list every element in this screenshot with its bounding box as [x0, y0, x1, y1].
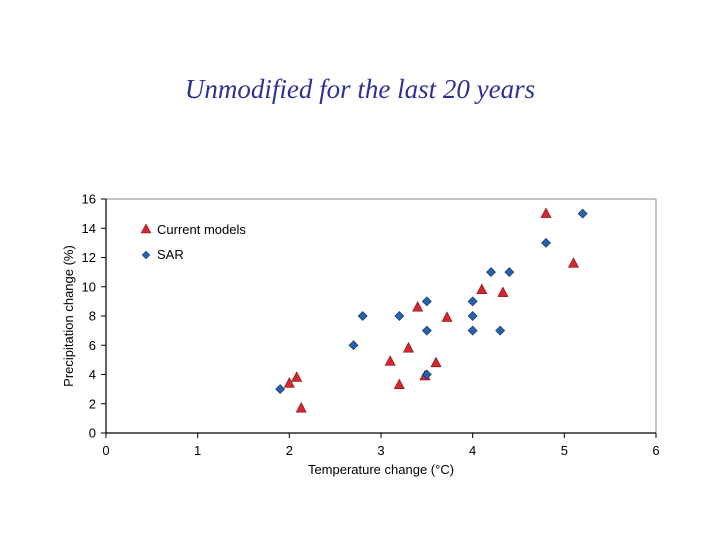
y-tick-label: 4	[89, 367, 96, 382]
current-models-point	[412, 301, 424, 312]
legend-label-sar: SAR	[157, 247, 184, 262]
slide-title: Unmodified for the last 20 years	[184, 74, 536, 104]
current-models-point	[283, 377, 295, 388]
y-ticks: 0 2 4 6 8 10 12 14 16	[82, 192, 106, 441]
sar-point	[486, 267, 496, 278]
sar-point	[275, 384, 286, 395]
x-tick-label: 4	[469, 443, 476, 458]
legend-marker-current-models	[140, 223, 152, 234]
y-tick-label: 6	[89, 338, 96, 353]
x-tick-label: 0	[102, 443, 109, 458]
current-models-point	[403, 342, 414, 353]
y-tick-label: 8	[89, 309, 96, 324]
sar-point	[467, 325, 478, 336]
current-models-point	[476, 283, 488, 294]
current-models-point	[384, 355, 396, 366]
sar-point	[495, 325, 506, 336]
current-models-point	[291, 371, 303, 382]
sar-point	[504, 267, 515, 278]
sar-point	[467, 311, 478, 321]
sar-point	[467, 296, 478, 307]
current-models-point	[430, 356, 442, 368]
x-tick-label: 3	[377, 443, 384, 458]
legend: Current models SAR	[140, 222, 246, 262]
y-tick-label: 16	[82, 192, 96, 207]
y-tick-label: 12	[82, 250, 96, 265]
y-tick-label: 10	[82, 279, 96, 294]
current-models-point	[497, 286, 509, 297]
sar-point	[348, 340, 359, 351]
sar-point	[421, 369, 432, 380]
x-tick-label: 1	[194, 443, 201, 458]
x-axis-title: Temperature change (°C)	[308, 462, 454, 477]
sar-point	[577, 208, 588, 219]
sar-point	[541, 237, 551, 248]
x-tick-label: 2	[286, 443, 293, 458]
sar-point	[394, 311, 405, 321]
current-models-point	[568, 257, 579, 268]
current-models-point	[393, 378, 405, 390]
current-models-point	[540, 207, 552, 218]
y-axis-title: Precipitation change (%)	[61, 245, 76, 387]
sar-point	[357, 311, 368, 321]
legend-label-current-models: Current models	[157, 222, 246, 237]
x-tick-label: 6	[652, 443, 659, 458]
sar-point	[421, 325, 432, 336]
current-models-point	[441, 311, 453, 322]
y-tick-label: 2	[89, 396, 96, 411]
data-points	[275, 207, 588, 413]
y-tick-label: 0	[89, 426, 96, 441]
x-tick-label: 5	[561, 443, 568, 458]
y-tick-label: 14	[82, 221, 96, 236]
legend-marker-sar	[141, 250, 151, 260]
sar-point	[421, 296, 432, 307]
x-ticks: 0 1 2 3 4 5 6	[102, 433, 660, 458]
current-models-point	[295, 401, 307, 413]
